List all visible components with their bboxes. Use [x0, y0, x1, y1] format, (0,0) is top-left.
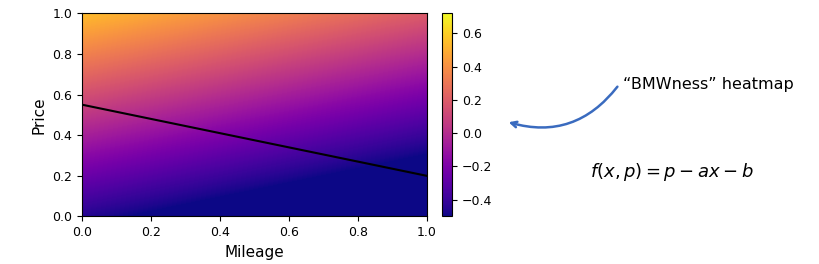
Text: $f(x,p) = p - ax - b$: $f(x,p) = p - ax - b$: [590, 161, 753, 183]
Text: “BMWness” heatmap: “BMWness” heatmap: [622, 77, 793, 92]
Y-axis label: Price: Price: [32, 96, 47, 134]
X-axis label: Mileage: Mileage: [224, 245, 284, 260]
